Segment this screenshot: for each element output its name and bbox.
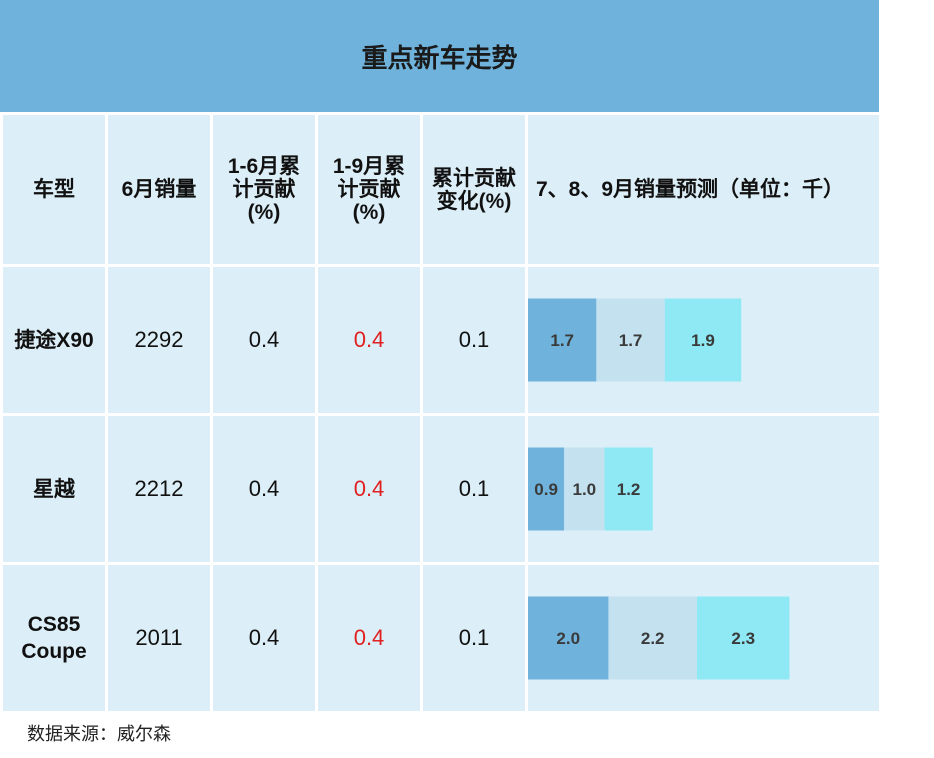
bar-july bbox=[528, 298, 597, 382]
model-name: 捷途X90 bbox=[0, 264, 108, 416]
contrib-1-9-value: 0.4 bbox=[315, 264, 423, 416]
header-model: 车型 bbox=[0, 112, 108, 267]
forecast-cell: 1.7 1.7 1.9 bbox=[525, 264, 882, 416]
bar-july bbox=[528, 596, 609, 680]
header-contrib-1-6-line1: 1-6月累 bbox=[227, 155, 301, 178]
bar-label-august: 1.0 bbox=[572, 480, 596, 499]
forecast-bar-svg: 2.0 2.2 2.3 bbox=[528, 596, 790, 680]
june-sales-value: 2292 bbox=[105, 264, 213, 416]
forecast-bar-wrap: 0.9 1.0 1.2 bbox=[528, 416, 882, 562]
model-name: CS85 Coupe bbox=[0, 562, 108, 714]
forecast-bar-wrap: 2.0 2.2 2.3 bbox=[528, 565, 882, 711]
bar-label-september: 1.9 bbox=[691, 331, 715, 350]
contrib-change-value: 0.1 bbox=[420, 562, 528, 714]
forecast-bar-wrap: 1.7 1.7 1.9 bbox=[528, 267, 882, 413]
contrib-1-9-value: 0.4 bbox=[315, 562, 423, 714]
table-row: 星越 2212 0.4 0.4 0.1 0.9 1.0 1.2 bbox=[0, 413, 882, 565]
header-contrib-1-6-line2: 计贡献 bbox=[232, 178, 296, 201]
bar-september bbox=[604, 447, 653, 531]
header-contrib-1-6: 1-6月累 计贡献 (%) bbox=[210, 112, 318, 267]
header-contrib-1-9: 1-9月累 计贡献 (%) bbox=[315, 112, 423, 267]
contrib-change-value: 0.1 bbox=[420, 413, 528, 565]
forecast-bar-svg: 0.9 1.0 1.2 bbox=[528, 447, 653, 531]
bar-august bbox=[608, 596, 697, 680]
bar-label-september: 2.3 bbox=[731, 629, 755, 648]
header-contrib-1-9-line1: 1-9月累 bbox=[332, 155, 406, 178]
bar-label-july: 0.9 bbox=[534, 480, 558, 499]
model-name-line: Coupe bbox=[21, 640, 87, 663]
model-name-line: 捷途X90 bbox=[14, 328, 94, 352]
bar-label-july: 2.0 bbox=[556, 629, 580, 648]
header-forecast: 7、8、9月销量预测（单位：千） bbox=[525, 112, 882, 267]
data-source-note: 数据来源：威尔森 bbox=[27, 724, 171, 744]
bar-label-september: 1.2 bbox=[617, 480, 641, 499]
contrib-change-value: 0.1 bbox=[420, 264, 528, 416]
header-contrib-1-9-line2: 计贡献 bbox=[337, 178, 401, 201]
contrib-1-9-value: 0.4 bbox=[315, 413, 423, 565]
bar-august bbox=[596, 298, 665, 382]
header-row: 车型 6月销量 1-6月累 计贡献 (%) 1-9月累 计贡献 (%) 累计贡献… bbox=[0, 112, 882, 267]
header-contrib-change: 累计贡献 变化(%) bbox=[420, 112, 528, 267]
model-name-line: 星越 bbox=[33, 477, 75, 501]
bar-label-july: 1.7 bbox=[550, 331, 574, 350]
june-sales-value: 2011 bbox=[105, 562, 213, 714]
contrib-1-6-value: 0.4 bbox=[210, 562, 318, 714]
header-contrib-change-line2: 变化(%) bbox=[436, 189, 512, 213]
bar-label-august: 1.7 bbox=[619, 331, 643, 350]
table-title: 重点新车走势 bbox=[0, 0, 879, 112]
bar-september bbox=[696, 596, 790, 680]
bar-september bbox=[664, 298, 742, 382]
header-contrib-change-line1: 累计贡献 bbox=[432, 166, 516, 190]
trend-table: 车型 6月销量 1-6月累 计贡献 (%) 1-9月累 计贡献 (%) 累计贡献… bbox=[0, 112, 882, 714]
contrib-1-6-value: 0.4 bbox=[210, 413, 318, 565]
forecast-cell: 0.9 1.0 1.2 bbox=[525, 413, 882, 565]
forecast-cell: 2.0 2.2 2.3 bbox=[525, 562, 882, 714]
forecast-bar-svg: 1.7 1.7 1.9 bbox=[528, 298, 742, 382]
table-row: 捷途X90 2292 0.4 0.4 0.1 1.7 1.7 1.9 bbox=[0, 264, 882, 416]
bar-label-august: 2.2 bbox=[641, 629, 665, 648]
model-name: 星越 bbox=[0, 413, 108, 565]
header-june-sales: 6月销量 bbox=[105, 112, 213, 267]
june-sales-value: 2212 bbox=[105, 413, 213, 565]
header-contrib-1-6-line3: (%) bbox=[247, 201, 281, 224]
contrib-1-6-value: 0.4 bbox=[210, 264, 318, 416]
model-name-line: CS85 bbox=[27, 613, 81, 636]
bar-july bbox=[528, 447, 565, 531]
table-row: CS85 Coupe 2011 0.4 0.4 0.1 2.0 2.2 2.3 bbox=[0, 562, 882, 714]
header-contrib-1-9-line3: (%) bbox=[352, 201, 386, 224]
bar-august bbox=[564, 447, 605, 531]
